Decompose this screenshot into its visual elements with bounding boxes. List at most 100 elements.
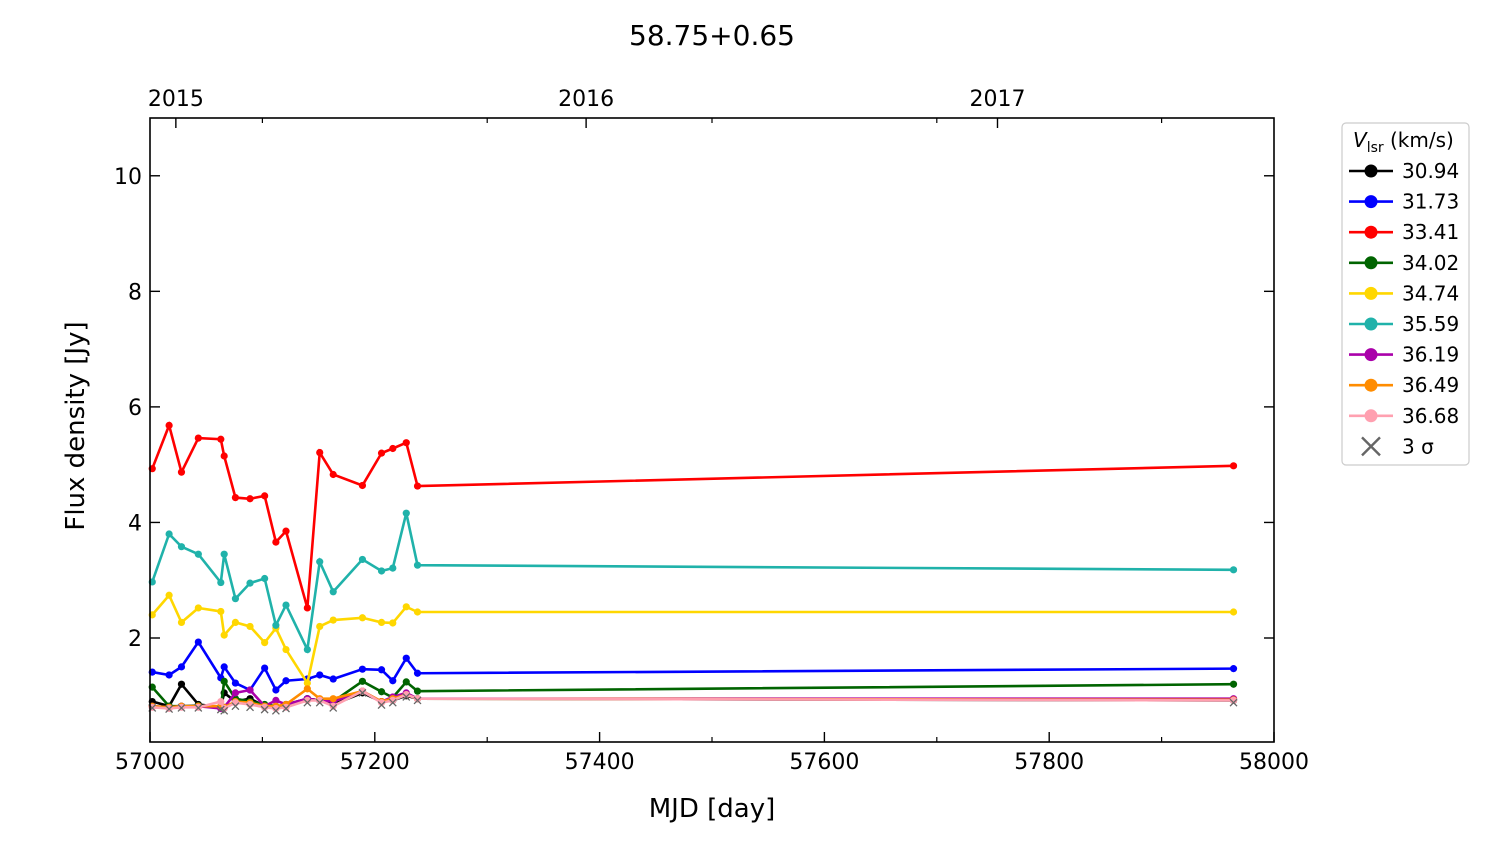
three-sigma-marker	[413, 696, 422, 705]
data-point-35.59	[329, 588, 337, 596]
three-sigma-marker	[377, 701, 386, 709]
plot-frame	[149, 117, 1275, 743]
series-line-33.41	[151, 421, 1234, 609]
data-point-34.02	[358, 677, 367, 685]
data-point-33.41	[316, 448, 324, 457]
legend-marker-31.73	[1364, 195, 1378, 209]
data-point-33.41	[358, 481, 367, 490]
legend-label-three-sigma: 3 σ	[1402, 434, 1434, 458]
data-point-35.59	[413, 561, 422, 569]
data-point-35.59	[246, 579, 254, 587]
data-point-36.68	[261, 703, 269, 711]
data-point-33.41	[402, 439, 410, 447]
data-point-34.74	[261, 639, 269, 647]
data-point-31.73	[377, 666, 386, 674]
x-axis-label: MJD [day]	[649, 794, 776, 824]
data-point-36.68	[329, 702, 337, 710]
data-point-31.73	[413, 669, 422, 677]
data-point-34.02	[377, 688, 386, 696]
data-point-33.41	[282, 527, 290, 535]
data-point-36.68	[231, 699, 240, 707]
data-point-34.74	[217, 607, 225, 616]
x-tick-label: 57000	[115, 750, 185, 775]
data-point-36.19	[272, 696, 280, 705]
three-sigma-marker	[402, 692, 411, 701]
three-sigma-marker	[315, 698, 324, 707]
legend-marker-35.59	[1364, 317, 1378, 331]
data-point-36.49	[329, 695, 337, 703]
data-point-36.19	[246, 686, 254, 694]
data-point-34.02	[413, 687, 422, 695]
x-tick-label: 57600	[789, 750, 859, 775]
data-point-35.59	[377, 567, 386, 575]
data-point-31.73	[231, 679, 240, 687]
data-point-36.68	[282, 703, 290, 711]
three-sigma-marker	[177, 703, 186, 712]
data-point-30.94	[177, 680, 186, 688]
legend-label: 36.49	[1402, 373, 1459, 397]
data-point-36.68	[413, 695, 422, 703]
data-point-35.59	[194, 550, 202, 558]
data-point-35.59	[272, 621, 280, 629]
data-point-36.68	[316, 696, 324, 705]
legend-marker-34.74	[1364, 286, 1378, 300]
data-point-33.41	[194, 434, 202, 442]
data-point-33.41	[220, 452, 228, 460]
x-tick-label: 57200	[340, 750, 410, 775]
legend-label: 30.94	[1402, 159, 1459, 183]
data-point-36.68	[303, 696, 311, 705]
data-point-34.02	[402, 678, 410, 686]
data-point-31.73	[316, 671, 324, 679]
data-point-34.74	[316, 622, 324, 631]
data-point-34.74	[1229, 608, 1238, 616]
data-point-31.73	[329, 675, 337, 683]
data-point-33.41	[377, 449, 386, 457]
data-point-34.74	[377, 618, 386, 627]
legend-label: 36.19	[1402, 343, 1459, 367]
data-point-35.59	[220, 550, 228, 558]
data-point-34.74	[231, 618, 240, 627]
data-point-31.73	[261, 664, 269, 672]
data-point-34.74	[220, 631, 228, 639]
data-point-33.41	[177, 468, 186, 476]
data-point-31.73	[165, 671, 173, 679]
x-tick-label: 57800	[1014, 750, 1084, 775]
top-year-label: 2017	[969, 87, 1025, 112]
three-sigma-marker	[282, 704, 290, 713]
data-point-36.68	[217, 697, 225, 706]
legend-marker-34.02	[1364, 256, 1378, 270]
data-point-35.59	[1229, 566, 1238, 574]
data-point-36.68	[1229, 696, 1238, 705]
data-point-35.59	[358, 555, 367, 564]
data-point-36.68	[358, 687, 367, 695]
legend-label: 34.02	[1402, 251, 1459, 275]
data-point-35.59	[231, 595, 240, 603]
data-point-33.41	[329, 470, 337, 479]
three-sigma-marker	[231, 702, 240, 711]
data-point-34.74	[402, 603, 410, 611]
three-sigma-marker	[303, 698, 312, 707]
legend-marker-36.68	[1364, 409, 1378, 423]
data-point-35.59	[402, 509, 410, 517]
data-point-36.68	[389, 696, 397, 705]
data-point-31.73	[402, 654, 410, 662]
y-tick-label: 8	[128, 280, 142, 305]
data-point-31.73	[282, 677, 290, 685]
legend: Vlsr (km/s) 30.94 31.73 33.41 34.02 34.74 35.5…	[1341, 122, 1470, 466]
legend-marker-36.49	[1364, 378, 1378, 392]
top-year-label: 2016	[558, 87, 614, 112]
three-sigma-marker	[388, 698, 397, 707]
y-tick-label: 4	[128, 511, 142, 536]
three-sigma-marker	[358, 688, 367, 697]
chart-title: 58.75+0.65	[629, 19, 795, 52]
data-point-31.73	[358, 665, 367, 673]
data-point-34.74	[303, 679, 311, 687]
data-point-34.74	[389, 619, 397, 627]
legend-label: 33.41	[1402, 220, 1459, 244]
legend-label: 36.68	[1402, 404, 1459, 428]
data-point-34.74	[282, 645, 290, 654]
data-point-33.41	[217, 435, 225, 443]
data-point-31.73	[220, 663, 228, 671]
legend-marker-33.41	[1364, 225, 1378, 239]
